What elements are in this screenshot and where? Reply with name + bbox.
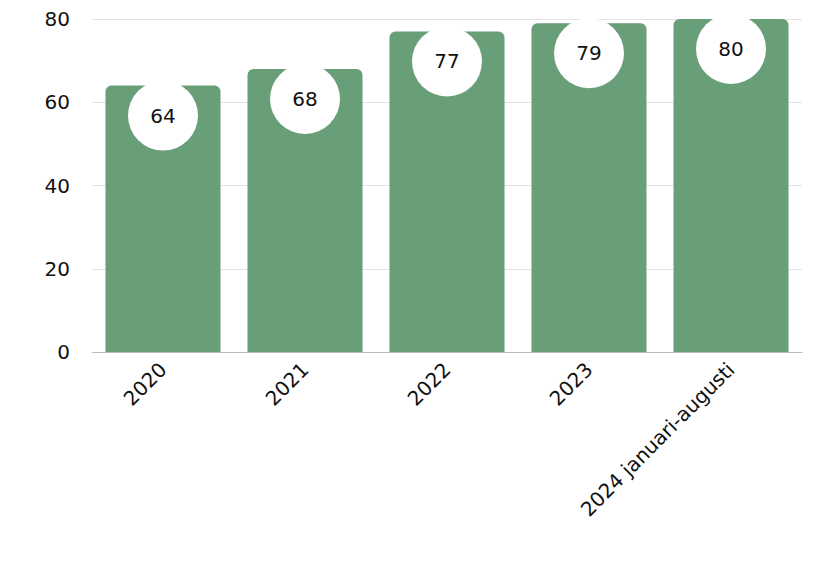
svg-text:64: 64	[150, 104, 175, 128]
svg-text:2023: 2023	[545, 358, 598, 411]
svg-text:80: 80	[718, 37, 743, 61]
svg-text:77: 77	[434, 49, 459, 73]
svg-text:20: 20	[45, 257, 70, 281]
svg-text:79: 79	[576, 41, 601, 65]
svg-text:2022: 2022	[403, 358, 456, 411]
svg-text:60: 60	[45, 90, 70, 114]
svg-text:40: 40	[45, 174, 70, 198]
svg-text:2020: 2020	[119, 358, 172, 411]
svg-text:0: 0	[57, 340, 70, 364]
svg-text:68: 68	[292, 87, 317, 111]
svg-text:2024 januari-augusti: 2024 januari-augusti	[576, 358, 740, 522]
svg-text:80: 80	[45, 7, 70, 31]
svg-text:2021: 2021	[261, 358, 314, 411]
